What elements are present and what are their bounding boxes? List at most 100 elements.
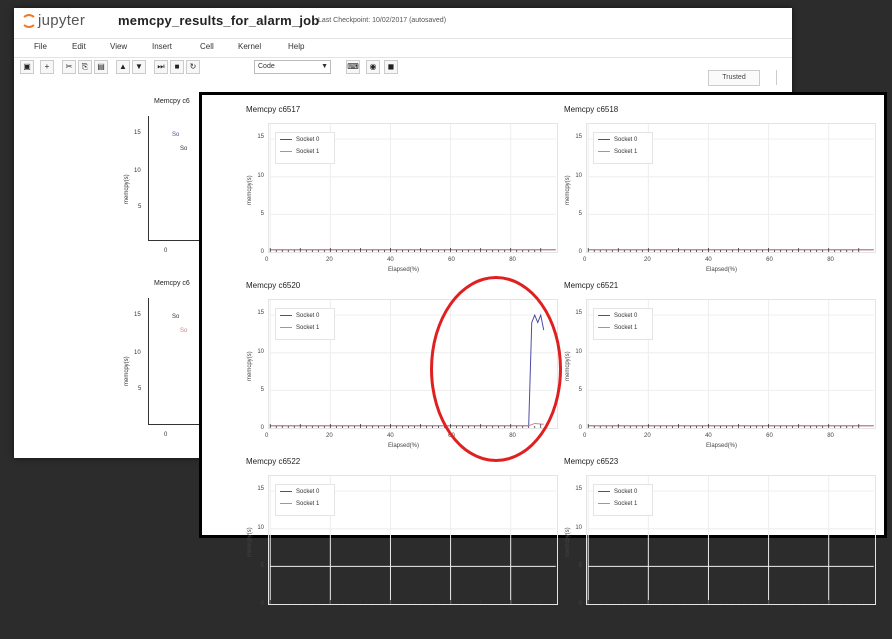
toggle-button[interactable]: ◉ [366, 60, 380, 74]
x-tick-label: 20 [644, 257, 651, 263]
x-tick-label: 20 [644, 433, 651, 439]
y-tick-label: 10 [575, 524, 582, 531]
trusted-indicator[interactable]: Trusted [708, 70, 760, 86]
bg-xtick: 0 [164, 248, 168, 254]
cell-type-value: Code [258, 63, 275, 70]
x-tick-label: 40 [387, 257, 394, 263]
notebook-toolbar: ▣ + ✂ ⎘ ▤ ▲ ▼ ⏭ ■ ↻ Code ▼ ⌨ ◉ ◼ [14, 58, 792, 76]
bg-xtick: 0 [164, 432, 168, 438]
menu-bar: File Edit View Insert Cell Kernel Help T… [14, 38, 792, 86]
plot-area: Socket 0 Socket 1 [586, 123, 876, 253]
legend-swatch [598, 138, 610, 140]
legend-item[interactable]: Socket 0 [598, 313, 637, 319]
chart-legend: Socket 0 Socket 1 [275, 308, 335, 340]
menu-divider [776, 70, 777, 85]
copy-button[interactable]: ⎘ [78, 60, 92, 74]
legend-label: Socket 0 [296, 313, 320, 319]
y-axis-label: memcpy(s) [565, 351, 571, 381]
stop-button[interactable]: ■ [170, 60, 184, 74]
legend-item[interactable]: Socket 1 [280, 149, 319, 155]
legend-swatch [280, 490, 292, 492]
legend-label: Socket 1 [614, 325, 638, 331]
cell-type-select[interactable]: Code ▼ [254, 60, 331, 74]
legend-label: Socket 0 [296, 489, 320, 495]
plot-area: Socket 0 Socket 1 [268, 475, 558, 605]
menu-insert[interactable]: Insert [152, 42, 173, 51]
x-tick-label: 0 [583, 257, 587, 263]
bg-legend-entry: So [180, 146, 188, 152]
menu-view[interactable]: View [110, 42, 128, 51]
x-tick-label: 60 [766, 257, 773, 263]
x-tick-label: 0 [265, 433, 269, 439]
y-tick-label: 15 [575, 134, 582, 141]
legend-label: Socket 0 [614, 489, 638, 495]
legend-item[interactable]: Socket 1 [598, 501, 637, 507]
legend-item[interactable]: Socket 1 [280, 501, 319, 507]
legend-item[interactable]: Socket 1 [280, 325, 319, 331]
chevron-down-icon: ▼ [321, 63, 328, 70]
jupyter-logo-icon [23, 14, 35, 28]
y-tick-label: 0 [578, 601, 582, 607]
bg-legend-entry: So [172, 314, 180, 320]
y-tick-label: 15 [575, 310, 582, 317]
chart-title: Memcpy c6523 [564, 457, 619, 466]
legend-item[interactable]: Socket 1 [598, 149, 637, 155]
notebook-title[interactable]: memcpy_results_for_alarm_job [118, 13, 320, 28]
menu-kernel[interactable]: Kernel [238, 42, 262, 51]
legend-item[interactable]: Socket 1 [598, 325, 637, 331]
legend-label: Socket 1 [614, 149, 638, 155]
legend-label: Socket 0 [296, 137, 320, 143]
legend-item[interactable]: Socket 0 [280, 313, 319, 319]
legend-item[interactable]: Socket 0 [280, 137, 319, 143]
legend-item[interactable]: Socket 0 [598, 137, 637, 143]
bg-ylabel: memcpy(s) [124, 174, 130, 204]
menu-cell[interactable]: Cell [200, 42, 214, 51]
bg-ytick: 5 [138, 204, 142, 210]
widget-button[interactable]: ◼ [384, 60, 398, 74]
command-palette-button[interactable]: ⌨ [346, 60, 360, 74]
legend-swatch [280, 138, 292, 140]
chart-title: Memcpy c6522 [246, 457, 301, 466]
y-tick-label: 15 [257, 134, 264, 141]
legend-swatch [598, 490, 610, 492]
x-tick-label: 20 [326, 433, 333, 439]
menu-help[interactable]: Help [288, 42, 305, 51]
insert-cell-button[interactable]: + [40, 60, 54, 74]
legend-label: Socket 1 [296, 325, 320, 331]
bg-ylabel: memcpy(s) [124, 356, 130, 386]
y-axis-label: memcpy(s) [247, 351, 253, 381]
x-tick-label: 80 [827, 257, 834, 263]
bg-legend-entry: So [180, 328, 188, 334]
save-button[interactable]: ▣ [20, 60, 34, 74]
move-down-button[interactable]: ▼ [132, 60, 146, 74]
bg-plot-axis-1 [148, 116, 199, 241]
legend-swatch [280, 326, 292, 328]
y-tick-label: 15 [257, 310, 264, 317]
plot-area: Socket 0 Socket 1 [586, 475, 876, 605]
x-tick-label: 60 [766, 433, 773, 439]
highlight-circle [430, 276, 562, 462]
chart-title: Memcpy c6517 [246, 105, 301, 114]
y-tick-label: 0 [578, 249, 582, 255]
paste-button[interactable]: ▤ [94, 60, 108, 74]
legend-item[interactable]: Socket 0 [598, 489, 637, 495]
menu-edit[interactable]: Edit [72, 42, 86, 51]
x-axis-label: Elapsed(%) [706, 443, 738, 449]
menu-file[interactable]: File [34, 42, 47, 51]
y-tick-label: 15 [575, 486, 582, 493]
cut-button[interactable]: ✂ [62, 60, 76, 74]
y-tick-label: 0 [260, 249, 264, 255]
y-tick-label: 0 [578, 425, 582, 431]
move-up-button[interactable]: ▲ [116, 60, 130, 74]
restart-button[interactable]: ↻ [186, 60, 200, 74]
legend-swatch [598, 326, 610, 328]
bg-ytick: 10 [134, 168, 141, 174]
chart-title: Memcpy c6518 [564, 105, 619, 114]
run-button[interactable]: ⏭ [154, 60, 168, 74]
bg-ytick: 15 [134, 130, 141, 136]
y-tick-label: 10 [575, 348, 582, 355]
chart-title: Memcpy c6520 [246, 281, 301, 290]
legend-item[interactable]: Socket 0 [280, 489, 319, 495]
x-tick-label: 80 [827, 433, 834, 439]
y-tick-label: 5 [260, 386, 264, 393]
